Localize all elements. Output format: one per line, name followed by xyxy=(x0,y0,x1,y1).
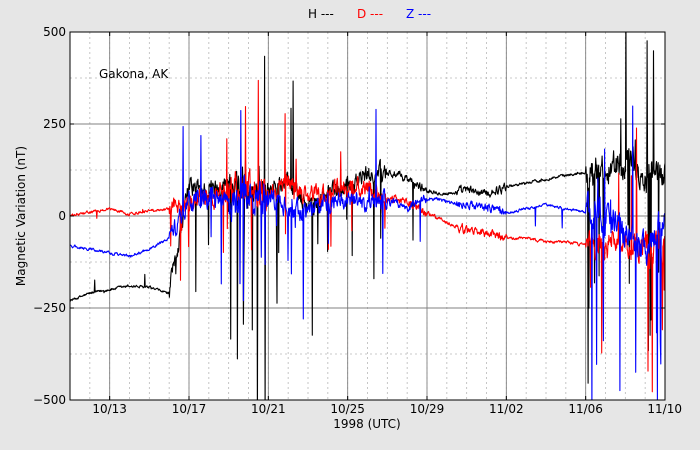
y-tick-label: −500 xyxy=(33,393,66,407)
x-tick-label: 10/25 xyxy=(330,402,365,416)
x-tick-label: 10/13 xyxy=(92,402,127,416)
x-tick-label: 11/10 xyxy=(647,402,682,416)
legend-entry-z: Z --- xyxy=(406,7,431,21)
y-tick-label: 250 xyxy=(43,117,66,131)
x-tick-label: 11/02 xyxy=(489,402,524,416)
legend-entry-h: H --- xyxy=(308,7,334,21)
legend-entry-d: D --- xyxy=(357,7,383,21)
series-line-z xyxy=(70,105,665,400)
series-line-h xyxy=(70,32,665,400)
x-tick-label: 10/29 xyxy=(410,402,445,416)
series-group xyxy=(70,32,665,400)
x-tick-label: 10/21 xyxy=(251,402,286,416)
y-tick-label: 500 xyxy=(43,25,66,39)
x-tick-label: 11/06 xyxy=(568,402,603,416)
y-tick-label: 0 xyxy=(58,209,66,223)
y-axis-ticks: −500 −250 0 250 500 xyxy=(33,25,665,407)
series-line-d xyxy=(70,79,665,393)
station-annotation: Gakona, AK xyxy=(99,67,169,81)
legend: H --- D --- Z --- xyxy=(308,7,431,21)
x-axis-ticks: 10/13 10/17 10/21 10/25 10/29 11/02 11/06 11/10 xyxy=(92,32,682,416)
x-axis-label: 1998 (UTC) xyxy=(333,417,401,431)
y-axis-label: Magnetic Variation (nT) xyxy=(14,146,28,286)
x-tick-label: 10/17 xyxy=(172,402,207,416)
y-tick-label: −250 xyxy=(33,301,66,315)
grid-major xyxy=(70,32,665,400)
